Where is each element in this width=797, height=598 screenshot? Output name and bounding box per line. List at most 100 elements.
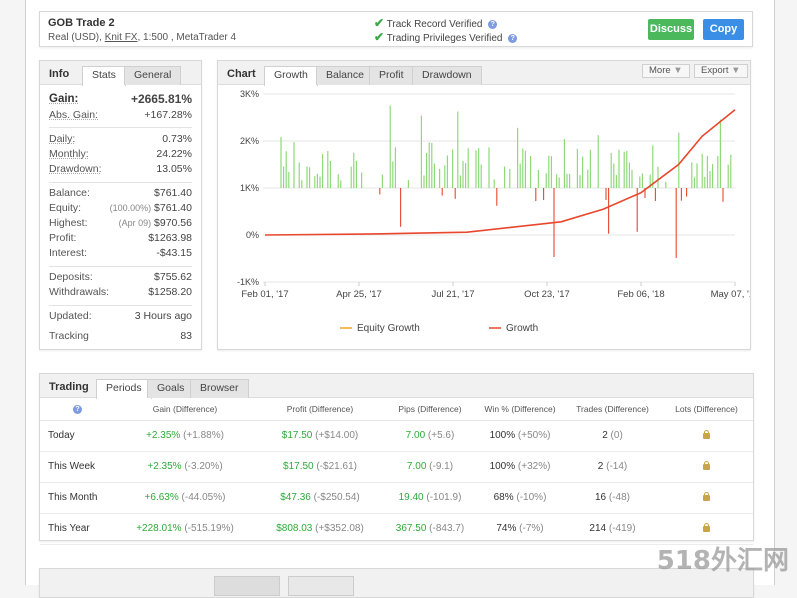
account-details: Real (USD), Knit FX, 1:500 , MetaTrader … [48, 32, 237, 43]
pips-cell: 19.40 [398, 492, 424, 503]
verified-trading-privileges: ✔ Trading Privileges Verified ? [374, 30, 518, 44]
balance-row: Balance: $761.40 [49, 187, 192, 199]
verified-track-record: ✔ Track Record Verified ? [374, 16, 498, 30]
trades-cell: 16 [594, 492, 607, 503]
trades-cell: 214 [589, 523, 607, 534]
trades-cell: 2 [597, 461, 604, 472]
info-icon[interactable]: ? [488, 19, 498, 29]
interest-row: Interest: -$43.15 [49, 247, 192, 259]
check-icon: ✔ [374, 16, 385, 30]
x-tick-label: Feb 01, '17 [241, 289, 288, 300]
divider [49, 127, 192, 128]
monthly-row: Monthly: 24.22% [49, 148, 192, 160]
profit-cell: $47.36 [280, 492, 311, 503]
trading-tabbar: Trading Periods Goals Browser [40, 374, 753, 399]
table-row: This Year +228.01% (-515.19%) $808.03 (+$3… [40, 513, 753, 545]
updated-row: Updated: 3 Hours ago [49, 310, 192, 322]
gain-cell: +2.35% [147, 461, 182, 472]
gain-cell: +6.63% [144, 492, 179, 503]
divider [49, 182, 192, 183]
win-cell: 68% [493, 492, 514, 503]
pips-cell: 367.50 [395, 523, 427, 534]
watermark: 518外汇网 [656, 546, 789, 576]
export-dropdown[interactable]: Export ▼ [694, 64, 748, 78]
pips-cell: 7.00 [405, 430, 426, 441]
y-tick-label: 1K% [240, 183, 259, 193]
period-name: This Month [40, 482, 115, 514]
win-cell: 100% [489, 430, 516, 441]
y-tick-label: 3K% [240, 89, 259, 99]
account-name: GOB Trade 2 [48, 17, 115, 29]
panel-tab[interactable] [214, 576, 280, 596]
profit-cell: $808.03 [276, 523, 313, 534]
profit-cell: $17.50 [281, 430, 313, 441]
profit-cell: $17.50 [283, 461, 314, 472]
withdrawals-row: Withdrawals: $1258.20 [49, 286, 192, 298]
y-tick-label: 0% [246, 230, 259, 240]
col-profit: Profit (Difference) [255, 398, 385, 421]
discuss-button[interactable]: Discuss [648, 19, 694, 40]
gain-value: +2665.81% [130, 92, 192, 106]
x-tick-label: Oct 23, '17 [524, 289, 570, 300]
growth-line [264, 109, 736, 236]
panel-tab[interactable] [288, 576, 354, 596]
abs-gain-row: Abs. Gain: +167.28% [49, 109, 192, 121]
tab-drawdown[interactable]: Drawdown [412, 66, 482, 85]
trading-label: Trading [49, 381, 89, 393]
check-icon: ✔ [374, 30, 385, 44]
info-icon[interactable]: ? [73, 404, 82, 414]
monthly-analytics-panel [39, 568, 754, 598]
tab-general[interactable]: General [124, 66, 182, 85]
col-trades: Trades (Difference) [565, 398, 660, 421]
chevron-down-icon: ▼ [673, 65, 683, 76]
pips-cell: 7.00 [406, 461, 427, 472]
x-tick-label: Feb 06, '18 [617, 289, 664, 300]
info-tab-label: Info [49, 68, 70, 80]
tab-goals[interactable]: Goals [147, 379, 195, 398]
highest-row: Highest: (Apr 09) $970.56 [49, 217, 192, 229]
x-tick-label: Jul 21, '17 [431, 289, 474, 300]
tab-stats[interactable]: Stats [82, 66, 126, 86]
deposits-row: Deposits: $755.62 [49, 271, 192, 283]
gain-cell: +228.01% [136, 523, 182, 534]
table-row: This Month +6.63% (-44.05%) $47.36 (-$250.… [40, 482, 753, 514]
lock-icon [703, 491, 710, 501]
table-header-row: ? Gain (Difference) Profit (Difference) … [40, 398, 753, 421]
growth-chart: 3K% 2K% 1K% 0% -1K% Feb 01, '17 Apr 25, '17 Jul… [237, 89, 750, 334]
period-name: This Year [40, 513, 115, 545]
periods-table: ? Gain (Difference) Profit (Difference) … [40, 398, 753, 545]
period-name: Today [40, 420, 115, 452]
col-pips: Pips (Difference) [385, 398, 475, 421]
x-tick-label: Apr 25, '17 [336, 289, 382, 300]
tab-periods[interactable]: Periods [96, 379, 152, 399]
table-row: This Week +2.35% (-3.20%) $17.50 (-$21.61)… [40, 451, 753, 483]
profit-row: Profit: $1263.98 [49, 232, 192, 244]
period-name: This Week [40, 451, 115, 483]
info-panel: Info Stats General Gain: +2665.81% Abs. … [39, 60, 202, 350]
account-header: GOB Trade 2 Real (USD), Knit FX, 1:500 ,… [39, 11, 753, 47]
lock-icon [703, 429, 710, 439]
lock-icon [703, 460, 710, 470]
legend-growth: Growth [506, 323, 538, 334]
more-dropdown[interactable]: More ▼ [642, 64, 690, 78]
chevron-down-icon: ▼ [731, 65, 741, 76]
y-tick-label: 2K% [240, 136, 259, 146]
chart-label: Chart [227, 68, 256, 80]
tab-browser[interactable]: Browser [190, 379, 249, 398]
x-tick-label: May 07, '18 [711, 289, 750, 300]
drawdown-row: Drawdown: 13.05% [49, 163, 192, 175]
copy-button[interactable]: Copy [703, 19, 744, 40]
info-tabbar: Info Stats General [40, 61, 201, 86]
gain-cell: +2.35% [146, 430, 181, 441]
tab-growth[interactable]: Growth [264, 66, 318, 86]
legend-equity-growth: Equity Growth [357, 323, 420, 334]
tab-balance[interactable]: Balance [316, 66, 374, 85]
trades-cell: 2 [602, 430, 608, 441]
table-row: Today +2.35% (+1.88%) $17.50 (+$14.00) 7.00… [40, 420, 753, 452]
info-icon[interactable]: ? [508, 33, 518, 43]
divider [49, 266, 192, 267]
gain-row: Gain: +2665.81% [49, 92, 192, 108]
tracking-row: Tracking 83 [49, 330, 192, 342]
tab-profit[interactable]: Profit [369, 66, 414, 85]
broker-link[interactable]: Knit FX [104, 32, 138, 43]
